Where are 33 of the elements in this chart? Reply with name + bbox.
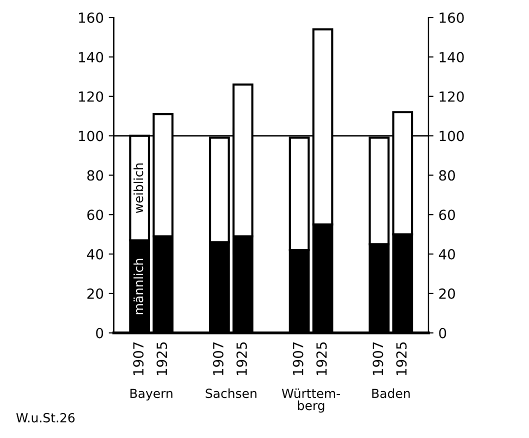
- text: Sachsen: [206, 388, 256, 398]
- y-tick-label: 20: [87, 288, 104, 299]
- x-tick-label: 1907: [292, 342, 304, 376]
- text: Baden: [372, 388, 410, 398]
- y-tick-label: 40: [87, 249, 104, 260]
- y2-tick-label: 80: [439, 170, 455, 181]
- y-tick-label: 60: [87, 210, 104, 220]
- y-tick-label: 0: [96, 328, 104, 338]
- text: Bayern: [130, 388, 172, 401]
- y2-tick-label: 160: [440, 12, 464, 23]
- y2-tick-label: 140: [440, 52, 464, 62]
- x-tick-label: 1907: [372, 342, 384, 376]
- x-tick-label: 1925: [156, 342, 168, 376]
- x-tick-label: 1907: [133, 342, 144, 376]
- y2-tick-label: 120: [440, 91, 464, 102]
- y-tick-label: 160: [79, 12, 104, 23]
- x-tick-label: 1925: [396, 342, 407, 376]
- y-tick-label: 140: [79, 52, 104, 62]
- x-tick-label: 1907: [212, 342, 224, 376]
- x-tick-label: 1925: [316, 342, 327, 376]
- y2-tick-label: 0: [439, 328, 446, 338]
- series-label: weiblich: [134, 164, 144, 214]
- y-tick-label: 120: [79, 91, 104, 102]
- y2-tick-label: 60: [439, 210, 455, 220]
- y-tick-label: 80: [87, 170, 104, 181]
- y2-tick-label: 20: [439, 288, 455, 299]
- y-tick-label: 100: [79, 130, 104, 142]
- y2-tick-label: 40: [438, 249, 455, 260]
- text: Württem- berg: [282, 388, 340, 413]
- text: W.u.St.26: [16, 412, 75, 422]
- x-tick-label: 1925: [236, 342, 247, 376]
- y2-tick-label: 100: [440, 130, 464, 142]
- series-label: männlich: [134, 258, 144, 314]
